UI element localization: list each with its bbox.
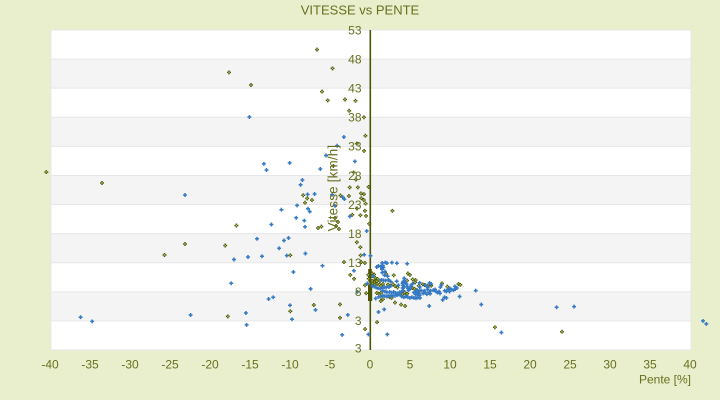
svg-text:53: 53 [348,23,362,37]
svg-text:30: 30 [603,358,617,372]
svg-text:-15: -15 [241,358,259,372]
svg-text:43: 43 [348,82,362,96]
svg-text:20: 20 [523,358,537,372]
svg-text:-25: -25 [161,358,179,372]
svg-text:-5: -5 [325,358,336,372]
svg-text:0: 0 [367,358,374,372]
svg-text:33: 33 [348,140,362,154]
svg-text:5: 5 [407,358,414,372]
svg-text:-10: -10 [281,358,299,372]
svg-text:-35: -35 [81,358,99,372]
svg-text:38: 38 [348,111,362,125]
svg-text:3: 3 [355,314,362,328]
svg-text:Vitesse [km/h]: Vitesse [km/h] [326,145,341,232]
svg-text:25: 25 [563,358,577,372]
svg-text:10: 10 [443,358,457,372]
svg-text:8: 8 [355,285,362,299]
svg-text:13: 13 [348,256,362,270]
svg-text:48: 48 [348,52,362,66]
svg-text:-40: -40 [41,358,59,372]
svg-text:15: 15 [483,358,497,372]
svg-text:-20: -20 [201,358,219,372]
svg-text:-30: -30 [121,358,139,372]
svg-text:Pente [%]: Pente [%] [639,373,691,387]
svg-text:3: 3 [355,342,362,356]
svg-text:40: 40 [683,358,697,372]
svg-text:18: 18 [348,227,362,241]
svg-text:35: 35 [643,358,657,372]
svg-text:23: 23 [348,198,362,212]
svg-text:VITESSE vs PENTE: VITESSE vs PENTE [301,3,420,18]
svg-text:28: 28 [348,169,362,183]
